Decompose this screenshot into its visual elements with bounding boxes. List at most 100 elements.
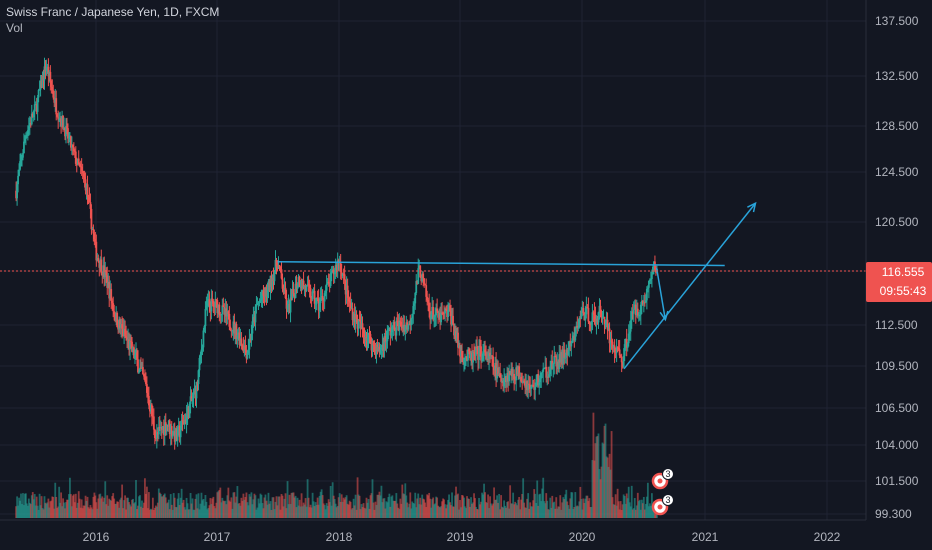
volume-bar [576, 505, 579, 518]
candle-body [205, 305, 208, 310]
candle-body [89, 202, 92, 209]
candle-body [275, 260, 278, 267]
candle-body [346, 285, 349, 298]
volume-bar [218, 489, 221, 518]
volume-bar [591, 460, 594, 518]
volume-bar [455, 486, 457, 518]
volume-bar [47, 498, 50, 518]
candle-body [126, 337, 128, 341]
candle-body [65, 125, 67, 137]
candle-body [270, 275, 273, 287]
candle-body [16, 184, 19, 199]
time-tick-label: 2019 [447, 530, 474, 544]
volume-bar [70, 506, 73, 518]
arrow-line[interactable] [623, 202, 757, 370]
candle-body [599, 305, 602, 314]
volume-bar [639, 509, 642, 518]
candle-body [31, 113, 34, 117]
volume-bar [157, 488, 160, 518]
candle-body [621, 362, 624, 367]
candle-body [371, 340, 374, 351]
volume-bar [51, 496, 54, 518]
volume-bar [155, 506, 158, 518]
volume-bar [342, 497, 345, 518]
symbol-title[interactable]: Swiss Franc / Japanese Yen, 1D, FXCM [6, 5, 220, 19]
candle-body [119, 319, 122, 328]
volume-bar [140, 506, 142, 518]
candle-body [587, 307, 590, 322]
volume-bar [494, 499, 496, 518]
price-tick-label: 104.000 [875, 438, 919, 452]
volume-bar [81, 508, 84, 518]
arrow-line[interactable] [655, 267, 667, 320]
volume-bar [489, 496, 491, 518]
candle-body [83, 176, 86, 180]
candle-body [92, 229, 95, 234]
volume-bar [473, 493, 475, 518]
volume-bar [42, 509, 45, 518]
volume-bar [327, 499, 330, 518]
candle-body [52, 90, 55, 98]
volume-bar [358, 495, 361, 518]
candle-body [166, 424, 169, 427]
volume-bar [349, 501, 352, 518]
volume-bar [398, 509, 401, 518]
candle-body [351, 308, 354, 321]
volume-bar [264, 494, 267, 518]
volume-bar [25, 503, 28, 518]
candle-body [597, 312, 600, 323]
volume-bar [331, 482, 334, 518]
trend-drawings[interactable] [277, 201, 757, 370]
volume-bar [58, 486, 61, 518]
candle-body [580, 310, 583, 319]
event-markers[interactable]: 33 [651, 468, 674, 516]
volume-bar [399, 498, 402, 518]
candle-body [404, 325, 407, 332]
volume-bar [125, 509, 127, 518]
candle-body [399, 320, 402, 322]
trend-line[interactable] [277, 260, 725, 267]
volume-label[interactable]: Vol [6, 21, 23, 35]
volume-bar [69, 494, 72, 518]
candle-body [509, 370, 512, 375]
candle-body [282, 288, 285, 293]
volume-bar [545, 493, 548, 518]
volume-bar [129, 504, 131, 518]
volume-bar [98, 494, 101, 518]
candle-body [502, 381, 505, 387]
time-axis[interactable]: 2016 2017 2018 2019 2020 2021 2022 [83, 530, 841, 544]
candle-body [598, 305, 601, 313]
candle-body [376, 344, 379, 352]
candle-body [186, 406, 189, 415]
price-label: 116.555 09:55:43 [866, 262, 932, 302]
volume-bar [302, 502, 305, 518]
event-marker-icon[interactable]: 3 [651, 468, 674, 490]
candle-body [493, 367, 495, 371]
candle-body [534, 386, 537, 390]
time-tick-label: 2017 [204, 530, 231, 544]
volume-bar [269, 501, 272, 518]
volume-bar [424, 502, 427, 518]
candle-body [28, 123, 31, 127]
candle-body [581, 308, 584, 311]
candle-body [187, 406, 190, 419]
candle-body [69, 136, 71, 138]
candle-body [48, 71, 51, 77]
volume-bar [44, 502, 47, 518]
volume-bar [614, 494, 617, 518]
event-marker-icon[interactable]: 3 [651, 494, 674, 516]
candle-body [274, 260, 277, 272]
volume-bar [526, 498, 529, 518]
volume-bar [523, 502, 526, 518]
candle-body [487, 358, 489, 360]
candle-body [189, 396, 192, 404]
volume-bar [442, 498, 444, 518]
price-axis[interactable]: 137.500 132.500 128.500 124.500 120.500 112.5… [875, 14, 919, 521]
volume-bar [66, 499, 68, 518]
candle-body [620, 356, 623, 363]
candle-body [269, 275, 272, 291]
volume-bar [178, 505, 181, 518]
candle-body [259, 300, 262, 302]
candle-body [589, 323, 592, 325]
